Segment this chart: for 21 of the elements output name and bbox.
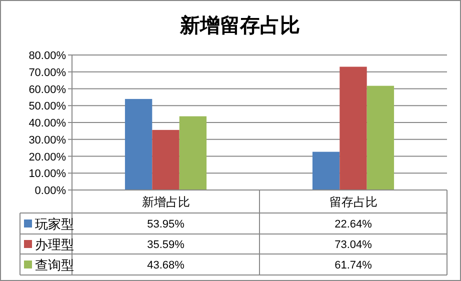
chart-title: 新增留存占比	[179, 14, 300, 37]
data-label: 35.59%	[147, 239, 185, 251]
data-label: 61.74%	[334, 260, 372, 272]
y-tick-label: 80.00%	[28, 50, 66, 62]
y-tick-label: 0.00%	[34, 185, 66, 197]
y-tick-label: 70.00%	[28, 66, 66, 79]
y-tick-label: 20.00%	[28, 151, 66, 164]
data-label: 73.04%	[334, 239, 372, 251]
y-tick-label: 60.00%	[28, 84, 66, 96]
data-label: 22.64%	[334, 218, 372, 230]
y-tick-label: 50.00%	[28, 100, 66, 113]
legend-label: 查询型	[35, 258, 74, 272]
data-label: 43.68%	[147, 260, 185, 272]
y-tick-label: 30.00%	[28, 134, 66, 146]
legend-label: 办理型	[35, 237, 74, 252]
y-tick-label: 10.00%	[28, 168, 66, 180]
x-tick-label: 留存占比	[329, 195, 378, 209]
y-tick-label: 40.00%	[28, 118, 66, 130]
legend-label: 玩家型	[35, 216, 74, 232]
x-tick-label: 新增占比	[142, 195, 190, 209]
data-label: 53.95%	[147, 218, 185, 230]
